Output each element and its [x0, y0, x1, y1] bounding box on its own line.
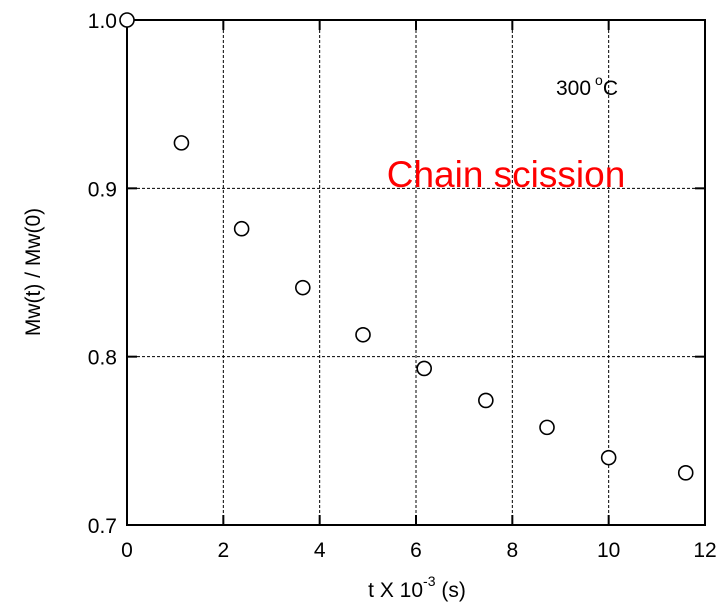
data-point — [416, 360, 432, 377]
temperature-value: 300 — [556, 77, 591, 100]
x-tick-label: 10 — [597, 539, 620, 562]
x-axis-title: t X 10-3 (s) — [368, 573, 466, 602]
data-points — [119, 12, 694, 481]
temperature-unit: C — [603, 77, 618, 100]
x-axis-title-main: t X 10 — [368, 579, 423, 602]
x-tick-label: 8 — [506, 539, 518, 562]
data-point — [119, 12, 135, 28]
chain-scission-annotation: Chain scission — [387, 154, 626, 195]
y-tick-label: 0.9 — [88, 178, 117, 201]
x-tick-label: 12 — [693, 539, 716, 562]
y-tick-labels: 0.7 0.8 0.9 1.0 — [88, 10, 117, 538]
data-point — [600, 449, 617, 466]
plot-frame — [126, 19, 706, 526]
data-point — [478, 392, 494, 409]
y-tick-label: 0.7 — [88, 515, 117, 538]
y-axis-title: Mw(t) / Mw(0) — [22, 208, 45, 336]
temperature-annotation: 300 oC — [556, 72, 618, 100]
y-tick-label: 0.8 — [88, 347, 117, 370]
y-tick-label: 1.0 — [88, 10, 117, 33]
x-tick-label: 0 — [121, 539, 133, 562]
data-point — [173, 135, 190, 151]
data-point — [233, 220, 250, 237]
data-point — [295, 279, 311, 296]
data-point — [677, 465, 694, 481]
data-point — [539, 419, 555, 436]
x-tick-labels: 0 2 4 6 8 10 12 — [121, 539, 717, 562]
data-point — [355, 326, 371, 343]
x-tick-label: 6 — [410, 539, 422, 562]
x-axis-title-exponent: -3 — [423, 573, 436, 589]
x-tick-label: 2 — [217, 539, 229, 562]
x-tick-label: 4 — [314, 539, 326, 562]
grid-lines — [127, 20, 705, 525]
x-axis-title-unit: (s) — [436, 579, 466, 602]
temperature-degree-sup: o — [595, 72, 603, 88]
